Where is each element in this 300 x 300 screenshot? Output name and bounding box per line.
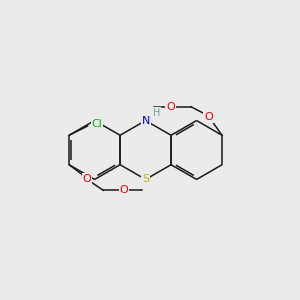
Text: H: H (153, 108, 160, 118)
Text: Cl: Cl (92, 119, 102, 129)
Text: S: S (142, 174, 149, 184)
Text: O: O (119, 185, 128, 195)
Text: O: O (204, 112, 213, 122)
Text: O: O (83, 174, 92, 184)
Text: O: O (166, 102, 175, 112)
Text: N: N (141, 116, 150, 126)
